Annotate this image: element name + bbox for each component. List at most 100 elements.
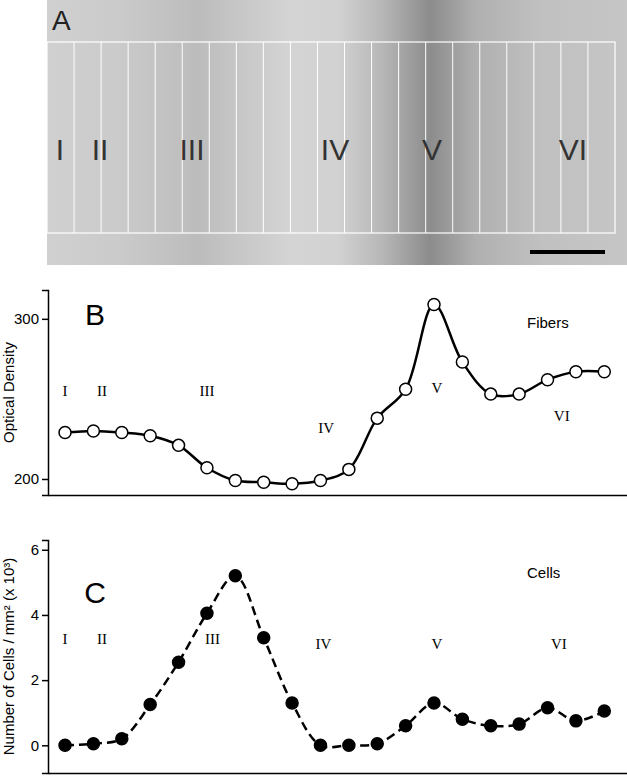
y-tick-label: 6	[31, 541, 39, 558]
panel-label: C	[84, 576, 106, 609]
x-axis-line	[49, 773, 627, 775]
data-point	[314, 475, 326, 487]
scale-bar	[530, 250, 605, 254]
plot-area	[59, 298, 610, 489]
data-point	[201, 607, 213, 619]
image-panel: IIIIIIIVVVIA	[47, 0, 627, 265]
annotation: V	[431, 380, 442, 396]
y-tick: 6	[31, 541, 48, 558]
series-line	[65, 576, 604, 748]
y-axis-line	[42, 291, 49, 496]
data-point	[87, 425, 99, 437]
y-axis: 200 300	[14, 291, 49, 496]
y-tick-label: 0	[31, 737, 39, 754]
data-point	[542, 702, 554, 714]
strip-line	[74, 42, 75, 233]
data-point	[173, 439, 185, 451]
data-point	[400, 383, 412, 395]
annotation: VI	[554, 408, 570, 424]
strip-line	[398, 42, 399, 233]
data-point	[229, 475, 241, 487]
x-axis	[49, 773, 627, 774]
y-tick-mark	[42, 745, 48, 747]
series-line	[65, 304, 604, 483]
data-point	[144, 430, 156, 442]
legend-entry: Cells	[527, 564, 560, 581]
annotation: II	[97, 383, 107, 399]
y-tick: 2	[31, 671, 48, 688]
data-point	[87, 738, 99, 750]
data-point	[343, 739, 355, 751]
data-point	[116, 733, 128, 745]
chart-panel: 0246Number of Cells / mm² (x 10³)CCellsI…	[0, 541, 627, 774]
y-axis: 0 2 4 6	[31, 541, 49, 774]
chart-panel: 200300Optical DensityBFibersIIIIIIIVVVI	[0, 291, 627, 496]
strip-line	[128, 42, 129, 233]
strip-line	[371, 42, 372, 233]
data-point	[258, 632, 270, 644]
strip-line	[452, 42, 453, 233]
x-axis	[49, 495, 627, 496]
annotation: IV	[315, 636, 331, 652]
strip-line	[317, 42, 318, 233]
annotation: III	[199, 383, 214, 399]
data-point	[485, 720, 497, 732]
y-tick-mark	[42, 550, 48, 552]
micrograph	[47, 0, 627, 265]
sampling-frame	[47, 42, 615, 233]
y-tick-label: 4	[31, 606, 39, 623]
y-tick-label: 2	[31, 671, 39, 688]
data-point	[59, 739, 71, 751]
annotation: I	[63, 383, 68, 399]
data-point	[570, 715, 582, 727]
data-point	[201, 462, 213, 474]
annotation: VI	[551, 636, 567, 652]
data-point	[116, 427, 128, 439]
data-point	[598, 705, 610, 717]
layer-label: IV	[321, 133, 349, 166]
y-tick-mark	[42, 479, 48, 481]
y-tick: 200	[14, 470, 48, 487]
data-point	[456, 713, 468, 725]
panel-label: A	[52, 5, 71, 36]
y-tick: 0	[31, 737, 48, 754]
y-tick-label: 300	[14, 310, 39, 327]
strip-line	[236, 42, 237, 233]
layer-label: II	[92, 133, 109, 166]
strip-line	[209, 42, 210, 233]
y-axis-line	[42, 541, 49, 774]
data-point	[59, 427, 71, 439]
data-point	[144, 699, 156, 711]
y-tick: 300	[14, 310, 48, 327]
x-axis-line	[49, 495, 627, 497]
layer-label: III	[179, 133, 204, 166]
annotation: V	[431, 636, 442, 652]
strip-line	[263, 42, 264, 233]
data-point	[400, 720, 412, 732]
layer-label: V	[422, 133, 442, 166]
data-point	[371, 738, 383, 750]
data-point	[542, 374, 554, 386]
data-point	[598, 366, 610, 378]
data-point	[371, 412, 383, 424]
data-point	[513, 718, 525, 730]
data-point	[286, 478, 298, 490]
layer-label: I	[56, 133, 64, 166]
y-tick-mark	[42, 615, 48, 617]
strip-line	[533, 42, 534, 233]
panel-label: B	[85, 298, 105, 331]
strip-line	[290, 42, 291, 233]
data-point	[229, 570, 241, 582]
legend-entry: Fibers	[527, 314, 569, 331]
strip-line	[479, 42, 480, 233]
strip-line	[587, 42, 588, 233]
data-point	[173, 656, 185, 668]
strip-line	[506, 42, 507, 233]
y-tick-mark	[42, 319, 48, 321]
data-point	[428, 697, 440, 709]
strip-line	[155, 42, 156, 233]
data-point	[485, 388, 497, 400]
annotation: II	[97, 631, 107, 647]
data-point	[343, 463, 355, 475]
annotation: I	[63, 631, 68, 647]
